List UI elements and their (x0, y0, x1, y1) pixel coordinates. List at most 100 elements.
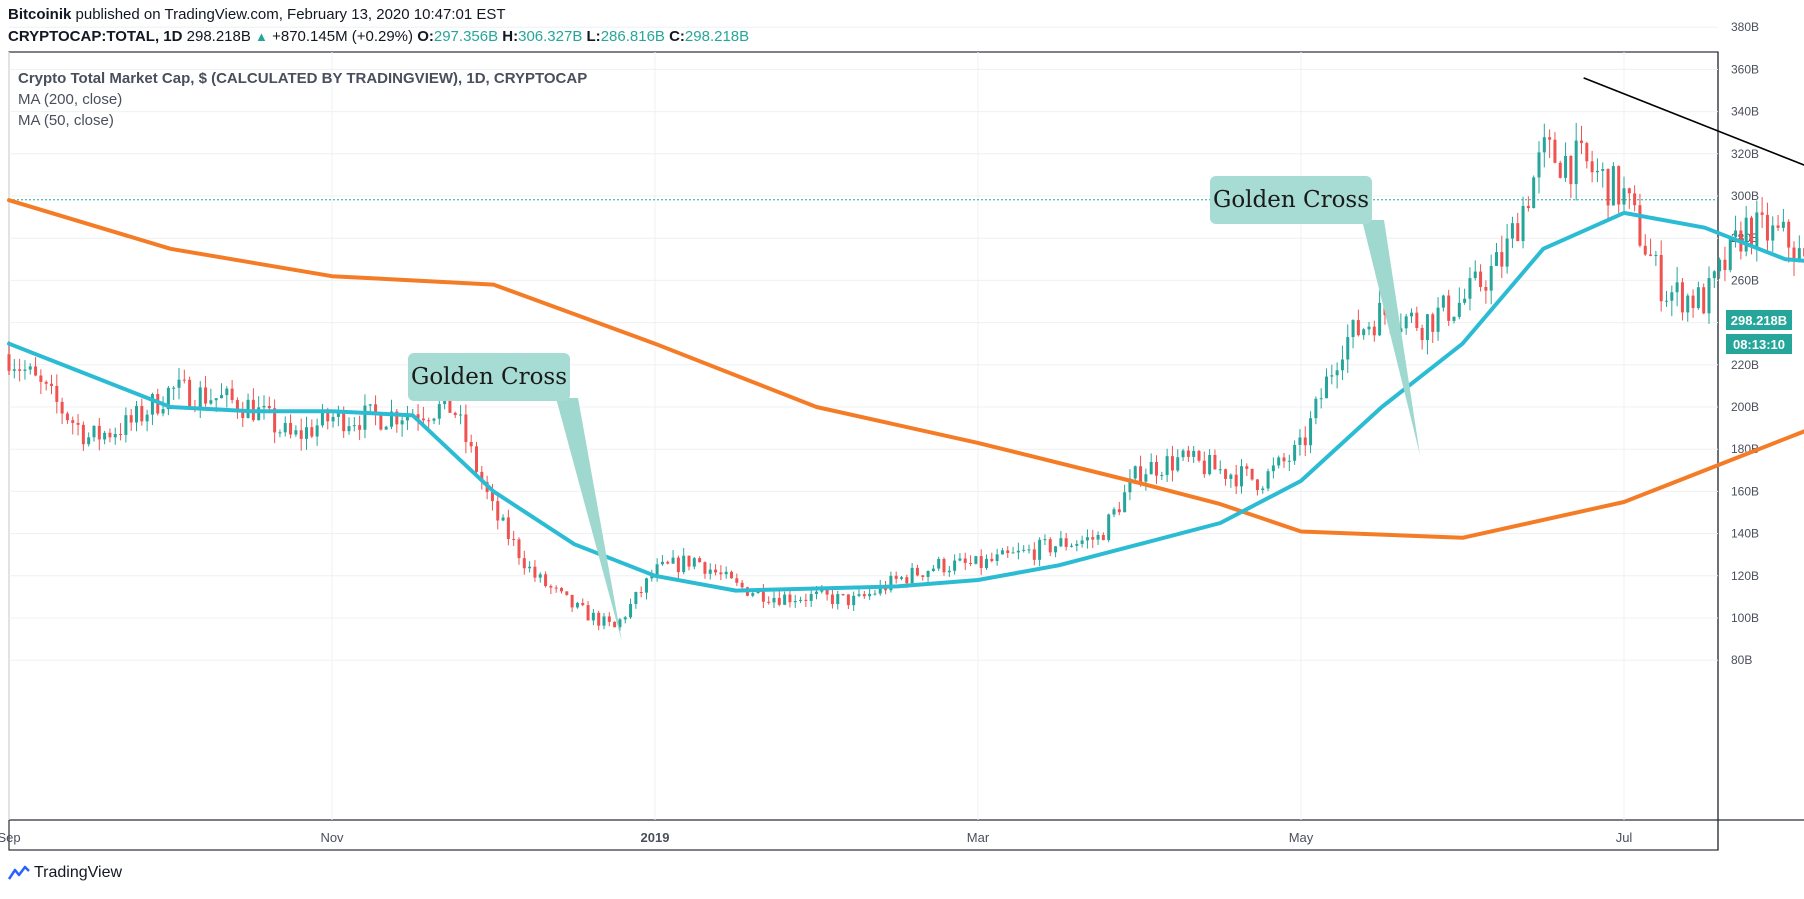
callout-box (408, 353, 570, 401)
legend-ma50[interactable]: MA (50, close) (18, 112, 114, 129)
candle-body (1186, 450, 1190, 457)
y-tick-label: 120B (1731, 569, 1759, 583)
candle-body (862, 594, 866, 597)
y-tick-label: 100B (1731, 611, 1759, 625)
candle-body (1564, 156, 1568, 178)
candle-body (331, 416, 335, 422)
candle-body (299, 430, 303, 439)
golden-cross-callout-1[interactable]: Golden Cross (408, 353, 622, 642)
candle-body (1649, 254, 1653, 256)
countdown-badge: 08:13:10 (1726, 334, 1792, 354)
candle-body (581, 602, 585, 606)
candle-body (1723, 259, 1727, 270)
high-value: 306.327B (518, 28, 583, 45)
candle-body (522, 558, 526, 569)
candle-body (560, 587, 563, 592)
downtrend-line[interactable] (1583, 77, 1804, 426)
candle-body (1569, 156, 1573, 185)
candle-body (1468, 278, 1472, 299)
candle-body (267, 405, 271, 409)
candle-body (538, 574, 542, 578)
candle-body (1075, 543, 1079, 546)
candle-body (1542, 137, 1546, 153)
candle-body (108, 432, 112, 438)
candle-body (363, 405, 367, 430)
candle-body (799, 599, 803, 601)
candle-body (857, 594, 861, 596)
legend-main-series[interactable]: Crypto Total Market Cap, $ (CALCULATED B… (18, 70, 588, 87)
candle-body (1601, 169, 1605, 171)
candle-body (1149, 461, 1153, 475)
candle-body (1643, 245, 1647, 255)
candle-body (475, 446, 478, 472)
candle-body (405, 414, 409, 421)
ma200-line[interactable] (7, 198, 1804, 540)
candle-body (645, 578, 648, 593)
candle-body (751, 593, 755, 596)
candle-body (1484, 286, 1488, 291)
candle-body (1165, 456, 1169, 475)
price-badge-text: 298.218B (1731, 313, 1787, 328)
candle-body (1479, 271, 1483, 287)
candle-body (278, 432, 282, 434)
candle-body (708, 569, 712, 574)
candle-body (1064, 538, 1068, 547)
candle-body (517, 539, 521, 559)
ma50-line[interactable] (7, 210, 1804, 593)
candle-body (230, 388, 234, 401)
candle-body (1707, 278, 1711, 314)
candle-body (1032, 549, 1036, 560)
candle-body (1760, 212, 1764, 215)
candle-body (1728, 236, 1732, 270)
high-label: H: (502, 28, 519, 45)
candle-body (1744, 217, 1748, 252)
candle-body (400, 420, 404, 425)
candle-body (119, 434, 123, 436)
candle-body (39, 375, 43, 382)
candle-body (676, 557, 680, 573)
candle-body (1431, 314, 1435, 332)
candle-body (315, 425, 319, 437)
candle-body (273, 408, 277, 433)
candle-body (1558, 162, 1562, 178)
symbol-label[interactable]: CRYPTOCAP:TOTAL, 1D (8, 28, 183, 45)
candle-body (150, 394, 154, 415)
candle-body (618, 619, 622, 628)
candle-body (565, 591, 569, 595)
candle-body (1792, 247, 1796, 261)
candle-body (1425, 314, 1429, 341)
candle-body (336, 410, 340, 417)
candle-body (772, 597, 776, 603)
candle-body (1261, 488, 1265, 491)
candle-body (416, 414, 420, 419)
candle-body (432, 418, 436, 421)
candle-body (310, 427, 314, 437)
candle-body (427, 420, 431, 422)
candle-body (220, 395, 223, 399)
tradingview-logo[interactable]: TradingView (8, 864, 122, 882)
candle-body (623, 617, 627, 620)
drawings[interactable] (1583, 77, 1804, 460)
candle-body (262, 405, 266, 408)
candle-body (1319, 398, 1323, 400)
y-tick-label: 160B (1731, 484, 1759, 498)
candle-body (1702, 287, 1706, 314)
candle-body (1330, 375, 1334, 377)
candle-body (1287, 460, 1291, 462)
candle-body (926, 571, 930, 577)
candle-body (1665, 300, 1668, 302)
candle-body (1372, 326, 1376, 336)
candle-body (1234, 474, 1238, 487)
x-tick-label: 2019 (641, 830, 670, 845)
candle-body (1627, 188, 1631, 194)
candle-body (804, 599, 808, 601)
last-price: 298.218B (186, 28, 251, 45)
candle-body (597, 612, 601, 626)
golden-cross-callout-2[interactable]: Golden Cross (1210, 176, 1420, 455)
candle-body (172, 387, 176, 389)
legend-ma200[interactable]: MA (200, close) (18, 91, 123, 108)
author-name[interactable]: Bitcoinik (8, 6, 72, 23)
candle-body (1208, 454, 1212, 475)
candle-body (1489, 265, 1493, 291)
